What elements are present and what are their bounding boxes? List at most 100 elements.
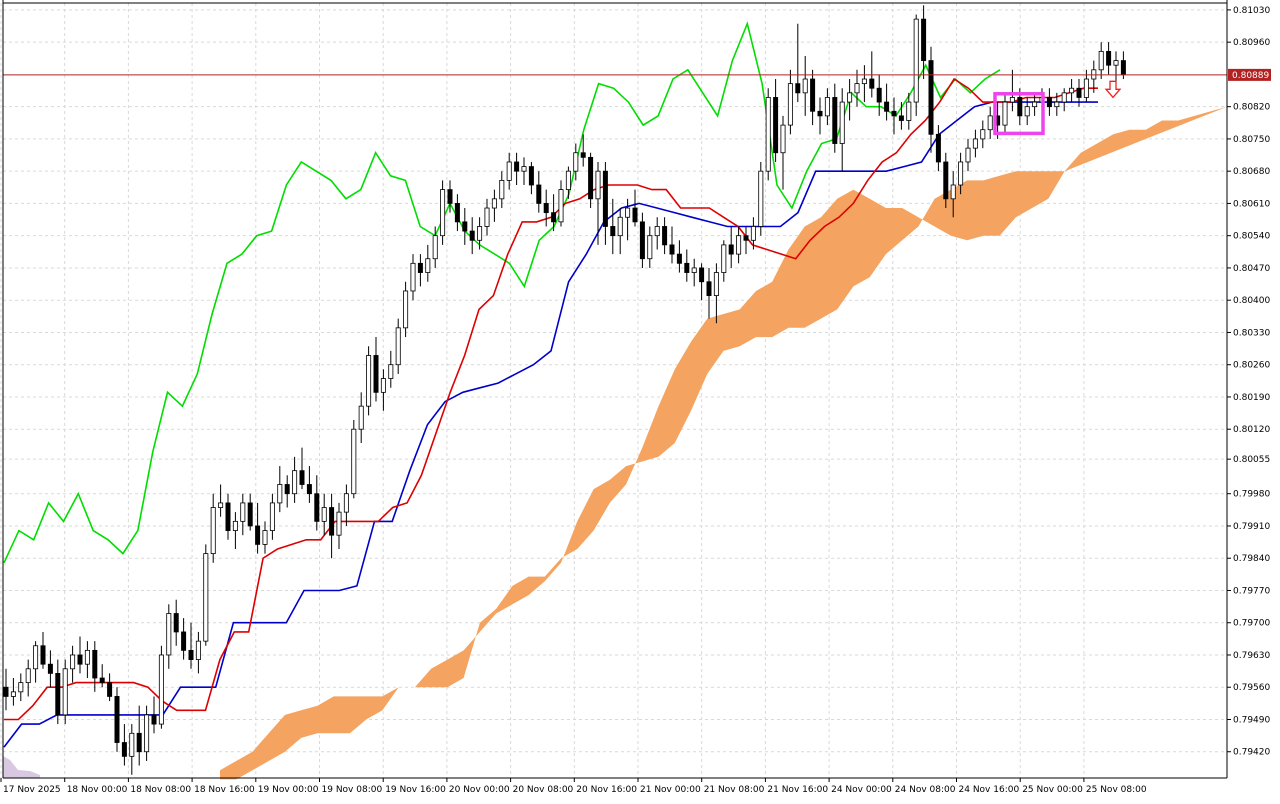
y-tick-label: 0.80750 [1233, 135, 1270, 145]
x-tick-label: 18 Nov 08:00 [130, 785, 191, 795]
candle-bull [847, 92, 853, 103]
y-tick-label: 0.79490 [1233, 715, 1270, 725]
candles-layer [3, 5, 1126, 775]
candle-bull [144, 714, 150, 753]
candle-bull [129, 732, 135, 757]
candle-bull [617, 216, 623, 237]
candle-bull [861, 78, 867, 85]
candle-bear [928, 60, 934, 135]
candle-bear [869, 78, 875, 89]
candle-bull [366, 355, 372, 407]
candle-bull [854, 83, 860, 94]
candle-bull [839, 101, 845, 144]
candle-bull [10, 691, 16, 697]
candle-bull [965, 147, 971, 163]
candle-bull [336, 511, 342, 536]
candle-bear [943, 161, 949, 200]
x-tick-label: 19 Nov 08:00 [322, 785, 383, 795]
candle-bull [787, 83, 793, 126]
candle-bull [736, 235, 742, 255]
candle-bull [18, 682, 24, 693]
candle-bear [181, 631, 187, 651]
candle-bull [195, 640, 201, 660]
y-tick-label: 0.80820 [1233, 103, 1270, 113]
candle-bull [395, 327, 401, 366]
candle-bull [780, 124, 786, 154]
y-tick-label: 0.81030 [1233, 6, 1270, 16]
candle-bear [99, 677, 105, 684]
candle-bull [499, 179, 505, 200]
candle-bear [662, 226, 668, 246]
candle-bull [987, 115, 993, 131]
x-tick-label: 24 Nov 16:00 [959, 785, 1020, 795]
y-tick-label: 0.80330 [1233, 328, 1270, 338]
candle-bear [699, 267, 705, 283]
x-tick-label: 25 Nov 00:00 [1022, 785, 1083, 795]
candle-bull [440, 189, 446, 237]
x-tick-label: 21 Nov 16:00 [767, 785, 828, 795]
candle-bull [506, 161, 512, 181]
candle-bear [536, 184, 542, 204]
x-tick-label: 19 Nov 16:00 [385, 785, 446, 795]
cloud-bearish-fragment [3, 756, 40, 778]
candle-bull [410, 262, 416, 292]
candle-bull [950, 184, 956, 200]
candle-bull [232, 520, 238, 531]
candle-bull [343, 493, 349, 513]
candle-bear [817, 110, 823, 117]
candle-bull [484, 207, 490, 227]
candle-bear [669, 244, 675, 255]
candle-bull [758, 170, 764, 227]
candle-bear [255, 525, 261, 545]
grid-layer [0, 3, 1227, 778]
candle-bear [921, 18, 927, 61]
candle-bear [40, 645, 46, 665]
candle-bear [306, 484, 312, 495]
candle-bear [632, 207, 638, 223]
x-tick-label: 24 Nov 00:00 [831, 785, 892, 795]
candle-bear [151, 714, 157, 725]
y-tick-label: 0.80960 [1233, 38, 1270, 48]
candle-bull [647, 235, 653, 260]
candle-bear [551, 212, 557, 223]
candle-bear [528, 166, 534, 186]
candle-bull [425, 258, 431, 273]
candle-bull [713, 272, 719, 296]
candle-bull [765, 97, 771, 172]
candle-bull [1069, 87, 1075, 94]
candle-bull [980, 129, 986, 140]
candle-bear [610, 226, 616, 237]
candle-bear [514, 161, 520, 172]
y-tick-label: 0.80680 [1233, 167, 1270, 177]
x-tick-label: 20 Nov 00:00 [449, 785, 510, 795]
candle-bear [1046, 97, 1052, 108]
candle-bull [321, 507, 327, 522]
candle-bull [565, 170, 571, 191]
candle-bull [210, 507, 216, 555]
candle-bear [795, 83, 801, 94]
current-price-label: 0.80889 [1232, 71, 1269, 81]
y-tick-label: 0.80400 [1233, 296, 1270, 306]
candle-bear [92, 649, 98, 679]
candle-bear [107, 682, 113, 697]
candle-bull [802, 78, 808, 94]
candle-bear [329, 507, 335, 536]
x-tick-label: 19 Nov 00:00 [258, 785, 319, 795]
candle-bull [388, 364, 394, 379]
candle-bear [1120, 60, 1126, 75]
candle-bull [972, 138, 978, 149]
y-tick-label: 0.79770 [1233, 586, 1270, 596]
candle-bull [25, 668, 31, 684]
y-tick-label: 0.80120 [1233, 425, 1270, 435]
candle-bull [721, 244, 727, 273]
x-tick-label: 18 Nov 16:00 [194, 785, 255, 795]
candle-bull [158, 654, 164, 725]
current-price-tag [1228, 68, 1271, 81]
candle-bear [188, 649, 194, 660]
candle-bear [832, 97, 838, 144]
candle-bull [218, 502, 224, 508]
candle-bear [454, 203, 460, 223]
